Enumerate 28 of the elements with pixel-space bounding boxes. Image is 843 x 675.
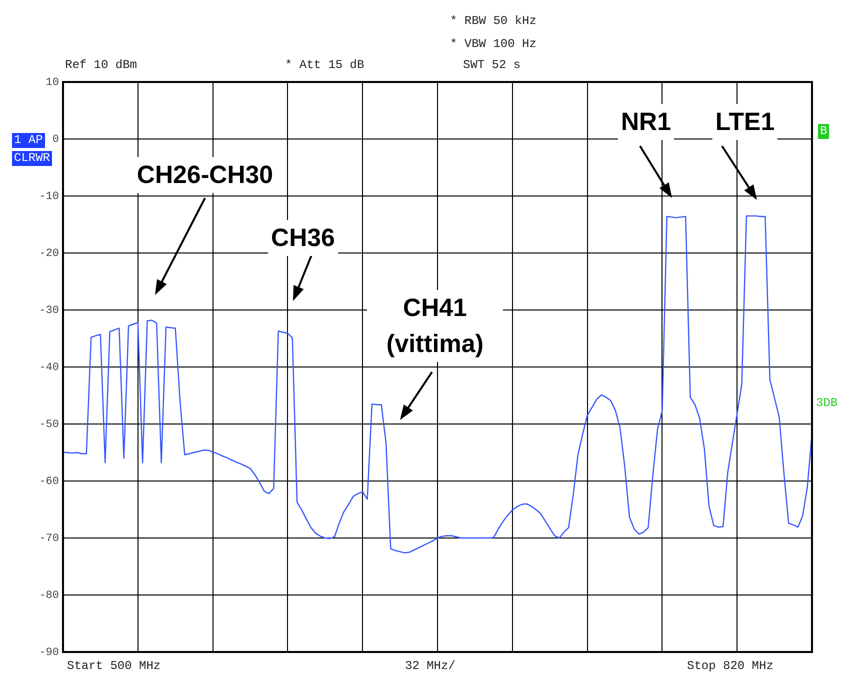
y-tick-label: 0: [52, 134, 59, 146]
text: 3DB: [816, 396, 838, 411]
text: B: [818, 124, 830, 139]
text: Stop 820 MHz: [687, 659, 774, 674]
y-tick-label: -80: [39, 590, 59, 602]
y-tick-label: -50: [39, 418, 59, 431]
text: Ref 10 dBm: [65, 58, 138, 73]
annotation: LTE1: [712, 104, 778, 140]
annotation: CH41 (vittima): [367, 290, 503, 362]
y-tick-label: -30: [39, 304, 59, 317]
y-tick-label: -20: [39, 248, 59, 260]
y-tick-label: -40: [39, 362, 59, 374]
text: CLRWR: [12, 151, 52, 166]
text: 1 AP: [12, 133, 45, 148]
y-tick-label: -90: [39, 646, 59, 659]
text: 32 MHz/: [405, 659, 456, 674]
text: * VBW 100 Hz: [450, 37, 536, 52]
text: Start 500 MHz: [67, 659, 161, 674]
text: * Att 15 dB: [285, 58, 364, 73]
y-tick-label: -70: [39, 532, 59, 545]
annotation: CH26-CH30: [134, 157, 276, 193]
y-tick-label: -60: [39, 476, 59, 488]
y-tick-label: 10: [46, 76, 59, 89]
text: * RBW 50 kHz: [450, 14, 536, 29]
annotation: CH36: [268, 220, 338, 256]
annotation: NR1: [618, 104, 674, 140]
y-tick-label: -10: [39, 190, 59, 203]
text: SWT 52 s: [463, 58, 521, 73]
